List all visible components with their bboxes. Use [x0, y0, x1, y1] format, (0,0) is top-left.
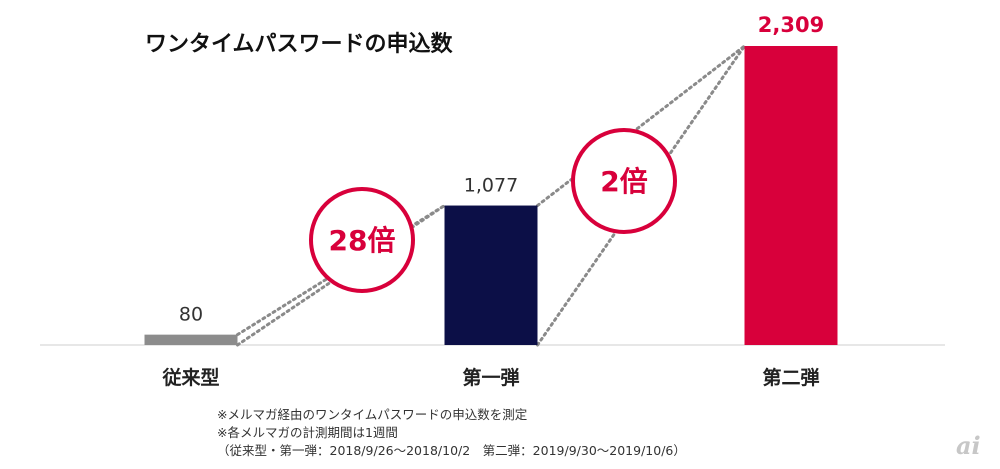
category-label-1: 従来型	[161, 366, 219, 389]
value-label-1: 80	[179, 304, 203, 326]
value-label-2: 1,077	[464, 175, 518, 197]
multiplier-label-1: 28倍	[329, 224, 396, 257]
multiplier-circle-1	[309, 187, 415, 293]
publisher-logo: ai	[956, 431, 981, 460]
category-label-2: 第一弾	[462, 366, 519, 389]
bar-3	[744, 46, 838, 345]
chart-title: ワンタイムパスワードの申込数	[145, 32, 453, 57]
multiplier-label-2: 2倍	[600, 165, 647, 198]
category-label-3: 第二弾	[762, 366, 819, 389]
bar-2	[444, 205, 538, 345]
value-label-3: 2,309	[758, 13, 824, 37]
footnote-2: ※各メルマガの計測期間は1週間	[217, 425, 398, 440]
footnote-3: （従来型・第一弾：2018/9/26〜2018/10/2 第二弾：2019/9/…	[217, 443, 686, 458]
footnotes: ※メルマガ経由のワンタイムパスワードの申込数を測定 ※各メルマガの計測期間は1週…	[217, 406, 686, 460]
footnote-1: ※メルマガ経由のワンタイムパスワードの申込数を測定	[217, 407, 528, 422]
multiplier-circle-2	[571, 128, 677, 234]
bar-1	[144, 334, 238, 345]
